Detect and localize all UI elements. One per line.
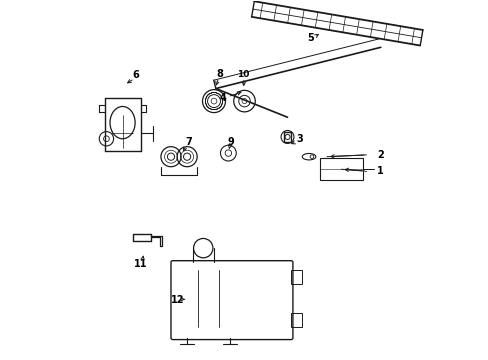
- Text: 8: 8: [216, 69, 223, 79]
- Text: 6: 6: [133, 70, 139, 80]
- Text: 12: 12: [171, 295, 184, 305]
- Text: 4: 4: [219, 93, 226, 103]
- Text: 1: 1: [377, 166, 384, 176]
- Text: 5: 5: [307, 33, 314, 43]
- Text: 9: 9: [227, 137, 234, 147]
- Text: 10: 10: [237, 70, 249, 79]
- Text: 11: 11: [134, 259, 147, 269]
- Bar: [319, 158, 362, 180]
- Bar: [290, 270, 301, 284]
- Text: 3: 3: [296, 134, 303, 144]
- Text: 2: 2: [377, 150, 384, 160]
- Text: 7: 7: [185, 138, 192, 147]
- Bar: [290, 313, 301, 327]
